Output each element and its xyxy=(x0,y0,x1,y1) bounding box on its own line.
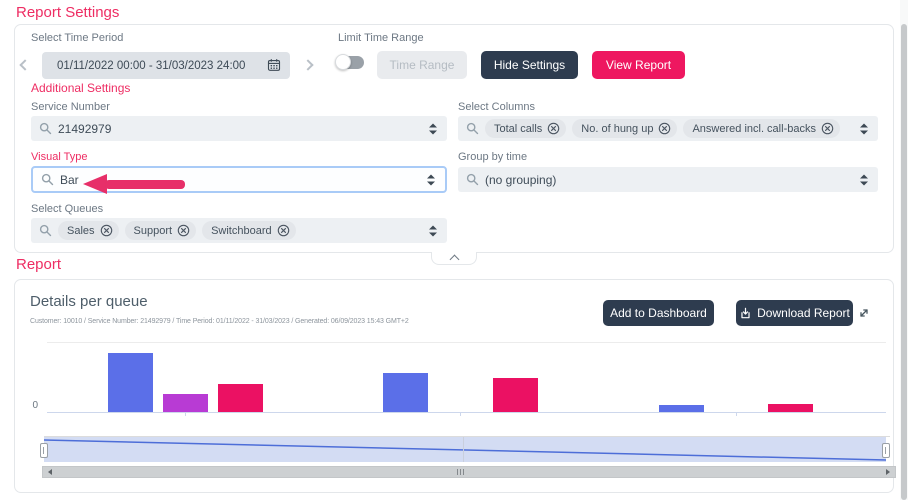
arrow-head xyxy=(83,174,107,194)
limit-time-range-label: Limit Time Range xyxy=(338,32,424,44)
search-icon xyxy=(466,122,479,135)
bar xyxy=(768,404,813,412)
bar xyxy=(108,353,153,412)
navigator-left-handle[interactable] xyxy=(40,443,48,458)
navigator-area[interactable] xyxy=(43,437,887,462)
next-period-button[interactable] xyxy=(298,55,318,75)
service-number-select[interactable]: 21492979 xyxy=(31,116,447,141)
remove-tag-icon[interactable] xyxy=(177,224,190,237)
select-queues-label: Select Queues xyxy=(31,203,104,215)
search-icon xyxy=(466,173,479,186)
page-scrollbar-thumb[interactable] xyxy=(901,24,907,500)
chevron-up-icon xyxy=(449,254,460,265)
tag-label: Answered incl. call-backs xyxy=(692,122,816,135)
arrow-shaft xyxy=(105,180,185,189)
bar xyxy=(659,405,704,412)
report-subtitle: Customer: 10010 / Service Number: 214929… xyxy=(30,318,409,325)
unfold-caret-icon xyxy=(427,174,435,185)
unfold-caret-icon xyxy=(429,225,437,236)
x-axis-baseline xyxy=(47,412,886,413)
remove-tag-icon[interactable] xyxy=(277,224,290,237)
download-icon xyxy=(741,307,750,318)
collapse-settings-tab[interactable] xyxy=(431,252,477,265)
additional-settings-label: Additional Settings xyxy=(31,81,131,95)
group-by-time-label: Group by time xyxy=(458,151,528,163)
view-report-button[interactable]: View Report xyxy=(592,51,685,79)
tag-label: Total calls xyxy=(494,122,543,135)
x-axis-tick xyxy=(185,412,186,416)
limit-time-range-toggle[interactable] xyxy=(335,54,364,70)
page-title: Report Settings xyxy=(16,4,120,21)
remove-tag-icon[interactable] xyxy=(547,122,560,135)
tag-label: Support xyxy=(133,224,173,237)
time-period-value: 01/11/2022 00:00 - 31/03/2023 24:00 xyxy=(57,59,246,72)
navigator-mid-gridline xyxy=(463,437,464,462)
column-tag: Total calls xyxy=(485,119,567,138)
search-icon xyxy=(39,122,52,135)
tag-label: Sales xyxy=(67,224,95,237)
visual-type-label: Visual Type xyxy=(31,151,88,163)
queue-tag: Switchboard xyxy=(202,221,296,240)
unfold-caret-icon xyxy=(429,123,437,134)
calendar-icon[interactable] xyxy=(267,58,281,72)
select-columns-label: Select Columns xyxy=(458,101,536,113)
report-title: Details per queue xyxy=(30,293,148,310)
tag-label: No. of hung up xyxy=(581,122,654,135)
annotation-arrow xyxy=(83,174,185,194)
select-time-period-label: Select Time Period xyxy=(31,32,124,44)
x-axis-tick xyxy=(460,412,461,416)
download-report-button[interactable]: Download Report xyxy=(736,300,853,326)
chevron-right-icon xyxy=(302,59,314,71)
bar xyxy=(493,378,538,412)
search-icon xyxy=(41,173,54,186)
bar xyxy=(163,394,208,412)
bar xyxy=(383,373,428,412)
add-to-dashboard-button[interactable]: Add to Dashboard xyxy=(603,300,714,326)
time-range-button[interactable]: Time Range xyxy=(377,51,467,79)
report-heading: Report xyxy=(16,256,62,273)
search-icon xyxy=(39,224,52,237)
navigator-line xyxy=(43,439,887,461)
download-report-label: Download Report xyxy=(757,306,850,320)
column-tag: Answered incl. call-backs xyxy=(683,119,840,138)
toggle-knob xyxy=(335,54,351,70)
chevron-left-icon xyxy=(19,59,31,71)
scrollbar-left-arrow-icon[interactable] xyxy=(48,469,52,475)
group-by-time-value: (no grouping) xyxy=(485,172,557,187)
x-axis-tick xyxy=(736,412,737,416)
unfold-caret-icon xyxy=(860,174,868,185)
service-number-label: Service Number xyxy=(31,101,110,113)
service-number-value: 21492979 xyxy=(58,121,112,136)
scrollbar-right-arrow-icon[interactable] xyxy=(886,469,890,475)
tag-label: Switchboard xyxy=(211,224,272,237)
select-queues-select[interactable]: Sales Support Switchboard xyxy=(31,218,447,243)
queue-tag: Sales xyxy=(58,221,119,240)
remove-tag-icon[interactable] xyxy=(821,122,834,135)
remove-tag-icon[interactable] xyxy=(658,122,671,135)
visual-type-value: Bar xyxy=(60,172,79,187)
select-columns-select[interactable]: Total calls No. of hung up Answered incl… xyxy=(458,116,878,141)
navigator-top-gridline xyxy=(44,436,890,437)
hide-settings-button[interactable]: Hide Settings xyxy=(481,51,578,79)
column-tag: No. of hung up xyxy=(572,119,678,138)
chart-top-gridline xyxy=(47,342,886,343)
navigator-right-handle[interactable] xyxy=(882,443,890,458)
visual-type-select[interactable]: Bar xyxy=(31,166,447,193)
expand-report-icon[interactable] xyxy=(857,306,871,320)
remove-tag-icon[interactable] xyxy=(100,224,113,237)
group-by-time-select[interactable]: (no grouping) xyxy=(458,167,878,192)
queue-tag: Support xyxy=(124,221,197,240)
previous-period-button[interactable] xyxy=(15,55,35,75)
scrollbar-grip-icon[interactable] xyxy=(457,469,465,475)
bar xyxy=(218,384,263,412)
chart-scrollbar[interactable] xyxy=(42,466,896,478)
unfold-caret-icon xyxy=(860,123,868,134)
bar-plot xyxy=(47,342,886,416)
y-axis-zero-label: 0 xyxy=(32,400,38,411)
time-period-input[interactable]: 01/11/2022 00:00 - 31/03/2023 24:00 xyxy=(42,52,290,79)
